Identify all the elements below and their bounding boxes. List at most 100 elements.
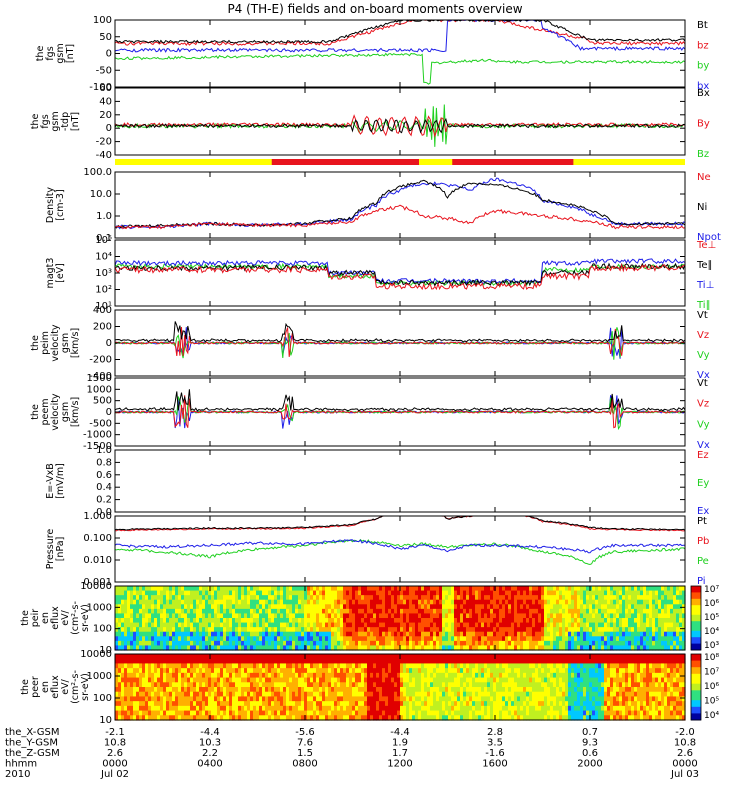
spectrogram-cell (316, 608, 320, 615)
spectrogram-cell (415, 627, 419, 633)
spectrogram-cell (430, 622, 434, 628)
spectrogram-cell (589, 715, 593, 721)
spectrogram-cell (346, 687, 350, 693)
spectrogram-cell (394, 668, 398, 674)
spectrogram-cell (115, 640, 119, 647)
spectrogram-cell (487, 590, 491, 596)
spectrogram-cell (220, 613, 224, 619)
spectrogram-cell (532, 645, 536, 651)
spectrogram-cell (439, 590, 443, 596)
spectrogram-cell (448, 663, 452, 669)
spectrogram-cell (190, 715, 194, 721)
spectrogram-cell (508, 658, 512, 665)
spectrogram-cell (118, 701, 122, 707)
spectrogram-cell (496, 705, 500, 712)
spectrogram-cell (547, 604, 551, 610)
spectrogram-cell (454, 613, 458, 619)
spectrogram-cell (547, 631, 551, 637)
spectrogram-cell (460, 613, 464, 619)
spectrogram-cell (577, 663, 581, 669)
spectrogram-cell (433, 586, 437, 592)
spectrogram-cell (538, 627, 542, 633)
spectrogram-cell (235, 705, 239, 712)
spectrogram-cell (133, 691, 137, 698)
spectrogram-cell (520, 586, 524, 592)
spectrogram-cell (322, 608, 326, 615)
spectrogram-cell (622, 640, 626, 647)
spectrogram-cell (460, 645, 464, 651)
spectrogram-cell (130, 595, 134, 601)
spectrogram-cell (457, 677, 461, 683)
spectrogram-cell (175, 687, 179, 693)
spectrogram-cell (670, 608, 674, 615)
spectrogram-cell (130, 627, 134, 633)
spectrogram-cell (634, 608, 638, 615)
spectrogram-cell (139, 618, 143, 624)
spectrogram-cell (232, 710, 236, 716)
spectrogram-cell (616, 622, 620, 628)
spectrogram-cell (235, 608, 239, 615)
spectrogram-cell (118, 627, 122, 633)
spectrogram-cell (271, 622, 275, 628)
spectrogram-cell (358, 608, 362, 615)
spectrogram-cell (409, 701, 413, 707)
spectrogram-cell (148, 595, 152, 601)
spectrogram-cell (466, 595, 470, 601)
spectrogram-cell (367, 663, 371, 669)
spectrogram-cell (370, 654, 374, 660)
spectrogram-cell (226, 608, 230, 615)
spectrogram-cell (523, 691, 527, 698)
spectrogram-cell (511, 687, 515, 693)
spectrogram-cell (142, 618, 146, 624)
spectrogram-cell (277, 636, 281, 642)
spectrogram-cell (469, 682, 473, 688)
spectrogram-cell (142, 604, 146, 610)
spectrogram-cell (577, 696, 581, 702)
spectrogram-cell (607, 701, 611, 707)
spectrogram-cell (385, 705, 389, 712)
spectrogram-cell (139, 668, 143, 674)
spectrogram-cell (514, 599, 518, 605)
spectrogram-cell (565, 668, 569, 674)
spectrogram-cell (502, 710, 506, 716)
spectrogram-cell (538, 658, 542, 665)
spectrogram-cell (415, 682, 419, 688)
spectrogram-cell (496, 604, 500, 610)
spectrogram-cell (478, 696, 482, 702)
spectrogram-cell (256, 663, 260, 669)
spectrogram-cell (637, 618, 641, 624)
spectrogram-cell (532, 715, 536, 721)
spectrogram-cell (415, 586, 419, 592)
colorbar-segment (691, 627, 701, 632)
spectrogram-cell (232, 696, 236, 702)
spectrogram-cell (256, 668, 260, 674)
spectrogram-cell (448, 608, 452, 615)
spectrogram-cell (487, 631, 491, 637)
spectrogram-cell (610, 654, 614, 660)
spectrogram-cell (403, 613, 407, 619)
spectrogram-cell (577, 672, 581, 679)
spectrogram-cell (319, 696, 323, 702)
spectrogram-cell (355, 705, 359, 712)
spectrogram-cell (301, 640, 305, 647)
spectrogram-cell (142, 627, 146, 633)
spectrogram-cell (250, 701, 254, 707)
spectrogram-cell (244, 691, 248, 698)
spectrogram-cell (544, 636, 548, 642)
spectrogram-cell (205, 613, 209, 619)
spectrogram-cell (406, 590, 410, 596)
spectrogram-cell (502, 691, 506, 698)
spectrogram-cell (559, 645, 563, 651)
spectrogram-cell (133, 696, 137, 702)
spectrogram-cell (601, 599, 605, 605)
spectrogram-cell (634, 622, 638, 628)
spectrogram-cell (412, 691, 416, 698)
spectrogram-cell (346, 645, 350, 651)
spectrogram-cell (682, 645, 686, 651)
spectrogram-cell (511, 627, 515, 633)
spectrogram-cell (154, 705, 158, 712)
spectrogram-cell (673, 627, 677, 633)
spectrogram-cell (247, 627, 251, 633)
spectrogram-cell (523, 687, 527, 693)
spectrogram-cell (298, 631, 302, 637)
